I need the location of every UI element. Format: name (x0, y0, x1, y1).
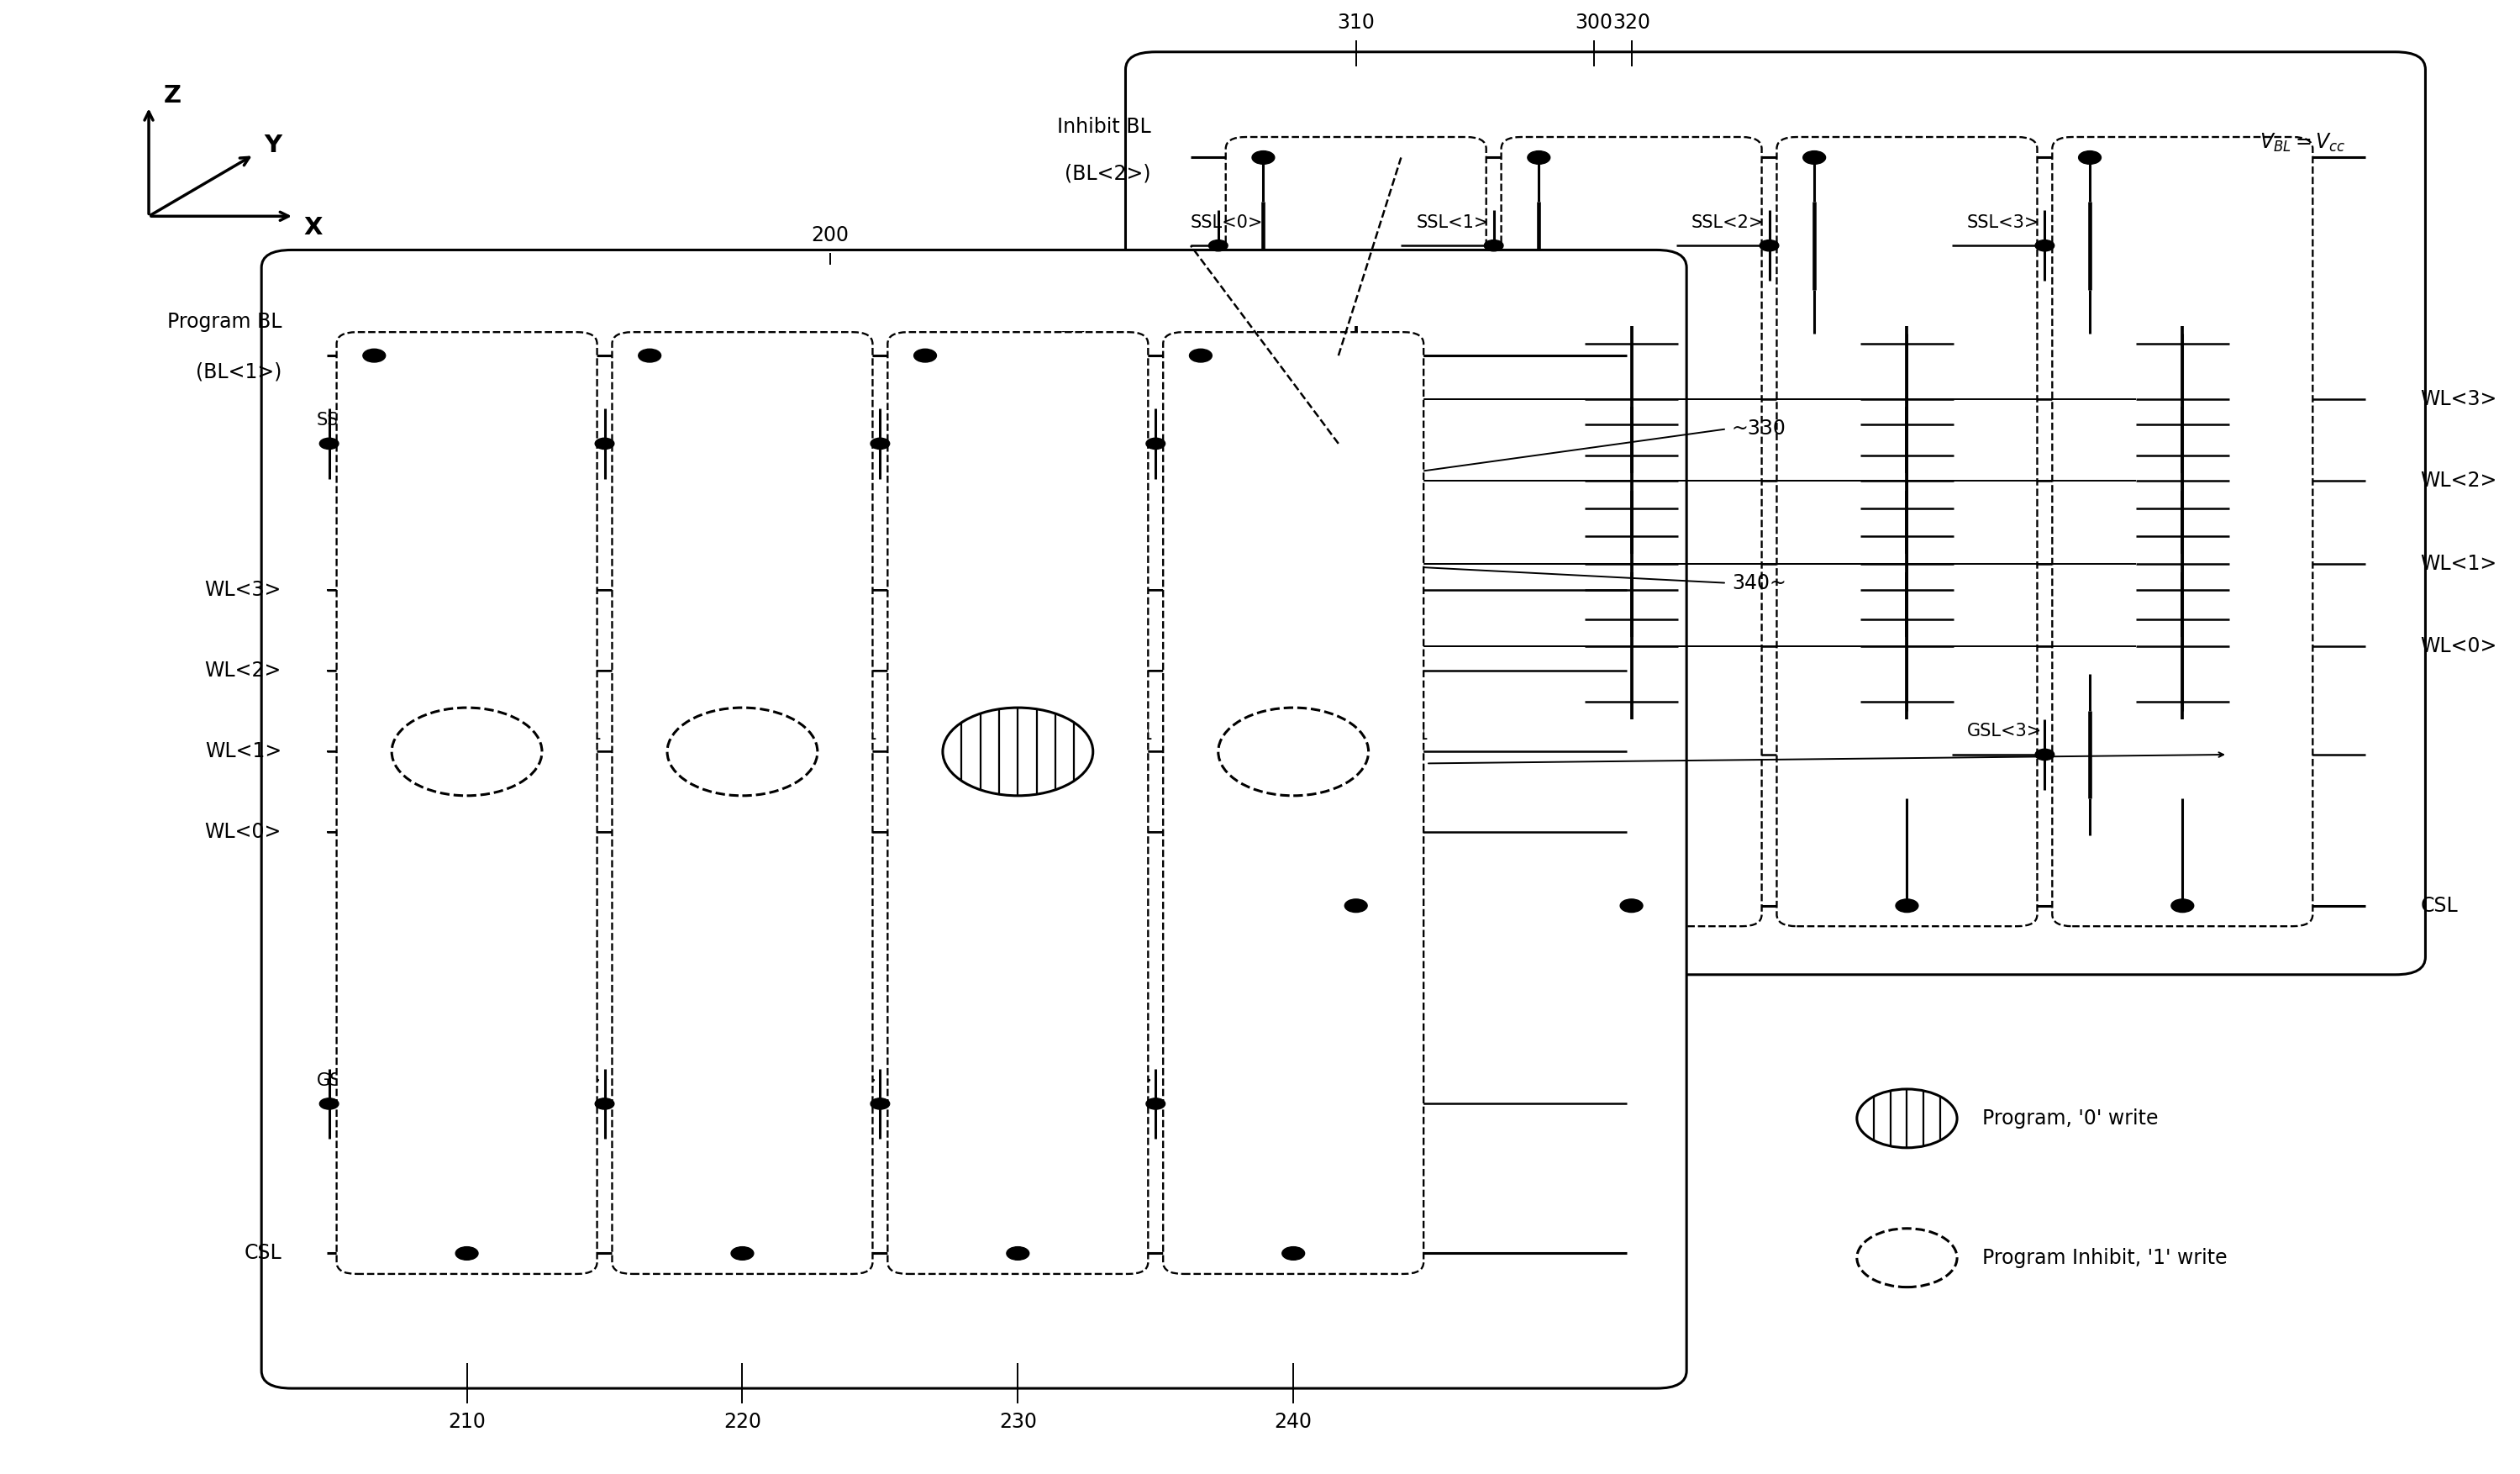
Text: GSL<3>: GSL<3> (1079, 1072, 1154, 1089)
Text: $V_{BL}=V_{cc}$: $V_{BL}=V_{cc}$ (2258, 131, 2346, 153)
FancyBboxPatch shape (1164, 332, 1424, 1274)
Text: 240: 240 (1275, 1412, 1313, 1431)
Circle shape (1484, 240, 1504, 251)
Text: SSL<3>: SSL<3> (1079, 413, 1152, 429)
Text: ~241: ~241 (1381, 725, 1429, 743)
Circle shape (1857, 1228, 1958, 1287)
FancyBboxPatch shape (338, 332, 597, 1274)
Text: WL<0>: WL<0> (2419, 635, 2497, 656)
Circle shape (1283, 1247, 1305, 1260)
Text: 340~: 340~ (1731, 573, 1787, 593)
Text: 200: 200 (811, 226, 849, 246)
Text: SSL<1>: SSL<1> (1416, 214, 1489, 231)
Circle shape (638, 349, 660, 363)
Text: WL<0>: WL<0> (204, 822, 282, 843)
Text: Z: Z (164, 84, 181, 108)
Circle shape (1252, 150, 1275, 164)
Circle shape (320, 438, 338, 450)
Circle shape (363, 349, 386, 363)
Circle shape (595, 438, 615, 450)
Text: WL<1>: WL<1> (2419, 554, 2497, 573)
Circle shape (1346, 899, 1368, 912)
FancyBboxPatch shape (1502, 137, 1761, 926)
Text: 230: 230 (998, 1412, 1036, 1431)
Text: ~330: ~330 (1731, 419, 1787, 439)
Text: GSL<1>: GSL<1> (527, 1072, 602, 1089)
Text: 320: 320 (1613, 13, 1651, 32)
Text: SSL<0>: SSL<0> (1189, 214, 1263, 231)
Text: GSL<0>: GSL<0> (318, 1072, 391, 1089)
Text: ~221: ~221 (829, 725, 877, 743)
Text: SSL<2>: SSL<2> (801, 413, 874, 429)
Circle shape (1895, 899, 1918, 912)
Text: ~211: ~211 (554, 725, 602, 743)
Text: 220: 220 (723, 1412, 761, 1431)
Text: Inhibit BL: Inhibit BL (1056, 116, 1152, 137)
Circle shape (320, 1098, 338, 1110)
Text: $V_{BL}=0V$: $V_{BL}=0V$ (1000, 330, 1086, 352)
Text: Program, '0' write: Program, '0' write (1983, 1108, 2157, 1129)
Circle shape (1527, 150, 1550, 164)
Text: (BL<2>): (BL<2>) (1063, 164, 1152, 184)
Text: Program BL: Program BL (166, 312, 282, 332)
Text: WL<2>: WL<2> (204, 660, 282, 681)
Circle shape (595, 1098, 615, 1110)
FancyBboxPatch shape (887, 332, 1149, 1274)
Circle shape (2036, 240, 2054, 251)
Text: WL<3>: WL<3> (204, 581, 282, 600)
Text: WL<2>: WL<2> (2419, 470, 2497, 491)
Circle shape (869, 1098, 890, 1110)
Text: WL<3>: WL<3> (2419, 389, 2497, 410)
Circle shape (915, 349, 937, 363)
Circle shape (942, 708, 1094, 796)
Circle shape (391, 708, 542, 796)
Text: SSL<0>: SSL<0> (318, 413, 388, 429)
FancyBboxPatch shape (262, 251, 1686, 1389)
Circle shape (1005, 1247, 1028, 1260)
Circle shape (1759, 240, 1779, 251)
Circle shape (1147, 438, 1164, 450)
Circle shape (456, 1247, 479, 1260)
Text: SSL<3>: SSL<3> (1968, 214, 2039, 231)
FancyBboxPatch shape (2051, 137, 2313, 926)
Text: Program Inhibit, '1' write: Program Inhibit, '1' write (1983, 1247, 2228, 1268)
Circle shape (2036, 749, 2054, 761)
Circle shape (1802, 150, 1824, 164)
Text: 310: 310 (1338, 13, 1376, 32)
Circle shape (1189, 349, 1212, 363)
FancyBboxPatch shape (612, 332, 872, 1274)
Text: WL<1>: WL<1> (204, 741, 282, 762)
Text: (BL<1>): (BL<1>) (197, 361, 282, 382)
Circle shape (2079, 150, 2102, 164)
Circle shape (869, 438, 890, 450)
Text: CSL: CSL (2419, 896, 2457, 915)
Text: GSL<3>: GSL<3> (1968, 724, 2041, 740)
FancyBboxPatch shape (1777, 137, 2036, 926)
Circle shape (2172, 899, 2195, 912)
Circle shape (731, 1247, 753, 1260)
Circle shape (1147, 1098, 1164, 1110)
Circle shape (1857, 1089, 1958, 1148)
Circle shape (668, 708, 816, 796)
Text: SSL<2>: SSL<2> (1691, 214, 1764, 231)
Text: ~231: ~231 (1106, 725, 1154, 743)
Circle shape (1217, 708, 1368, 796)
Text: CSL: CSL (244, 1243, 282, 1263)
Text: GSL<2>: GSL<2> (801, 1072, 877, 1089)
Circle shape (1620, 899, 1643, 912)
Text: X: X (305, 217, 323, 240)
FancyBboxPatch shape (1126, 52, 2424, 974)
FancyBboxPatch shape (1225, 137, 1487, 926)
Text: 300: 300 (1575, 13, 1613, 32)
Text: Y: Y (265, 134, 282, 158)
Circle shape (1210, 240, 1227, 251)
Text: 210: 210 (449, 1412, 486, 1431)
Text: SSL<1>: SSL<1> (527, 413, 600, 429)
